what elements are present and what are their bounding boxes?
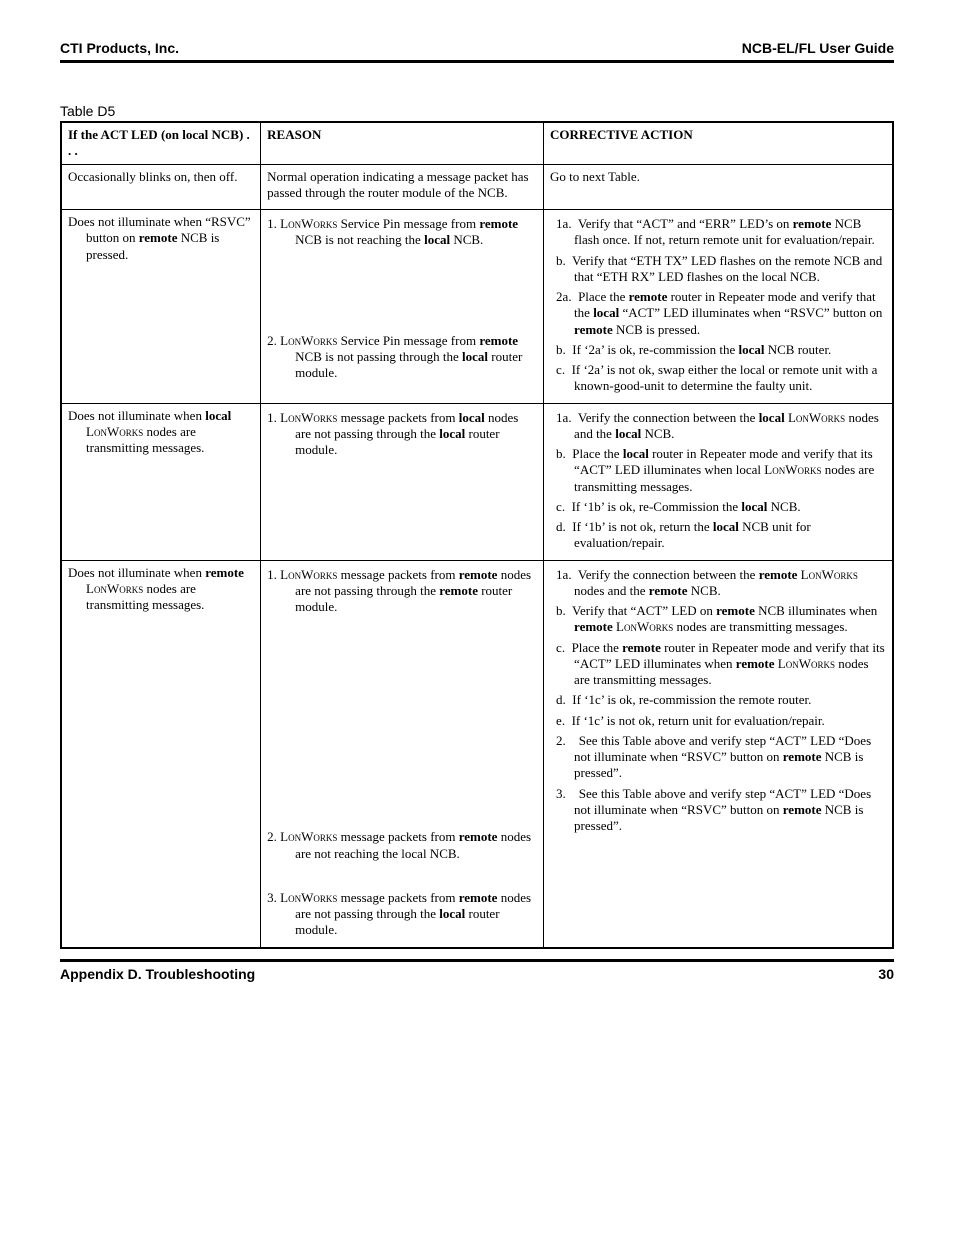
footer-right: 30 xyxy=(878,966,894,982)
table-title: Table D5 xyxy=(60,103,894,119)
cell-text: 2. LonWorks Service Pin message from rem… xyxy=(267,333,537,382)
cell-text: b. Verify that “ETH TX” LED flashes on t… xyxy=(550,253,886,286)
page-footer: Appendix D. Troubleshooting 30 xyxy=(60,959,894,982)
cell-text: 1a. Verify that “ACT” and “ERR” LED’s on… xyxy=(550,216,886,249)
cell-text: 1. LonWorks message packets from remote … xyxy=(267,567,537,616)
table-row: Occasionally blinks on, then off. Normal … xyxy=(61,164,893,210)
table-header-row: If the ACT LED (on local NCB) . . . REAS… xyxy=(61,122,893,164)
troubleshooting-table: If the ACT LED (on local NCB) . . . REAS… xyxy=(60,121,894,949)
table-cell: Occasionally blinks on, then off. xyxy=(61,164,261,210)
page-header: CTI Products, Inc. NCB-EL/FL User Guide xyxy=(60,40,894,63)
cell-text: 2. See this Table above and verify step … xyxy=(550,733,886,782)
table-cell: 1a. Verify that “ACT” and “ERR” LED’s on… xyxy=(544,210,893,404)
cell-text: b. Verify that “ACT” LED on remote NCB i… xyxy=(550,603,886,636)
table-cell: 1a. Verify the connection between the re… xyxy=(544,560,893,948)
cell-text: c. If ‘1b’ is ok, re-Commission the loca… xyxy=(550,499,886,515)
table-cell: Does not illuminate when local LonWorks … xyxy=(61,403,261,560)
cell-text: 3. LonWorks message packets from remote … xyxy=(267,890,537,939)
table-row: Does not illuminate when “RSVC” button o… xyxy=(61,210,893,404)
cell-text: Occasionally blinks on, then off. xyxy=(68,169,254,185)
table-row: Does not illuminate when local LonWorks … xyxy=(61,403,893,560)
table-cell: Does not illuminate when remote LonWorks… xyxy=(61,560,261,948)
table-cell: 1. LonWorks message packets from local n… xyxy=(261,403,544,560)
cell-text: d. If ‘1b’ is not ok, return the local N… xyxy=(550,519,886,552)
table-cell: Go to next Table. xyxy=(544,164,893,210)
cell-text: e. If ‘1c’ is not ok, return unit for ev… xyxy=(550,713,886,729)
cell-text: d. If ‘1c’ is ok, re-commission the remo… xyxy=(550,692,886,708)
cell-text: 1. LonWorks Service Pin message from rem… xyxy=(267,216,537,249)
cell-text: 1a. Verify the connection between the lo… xyxy=(550,410,886,443)
footer-left: Appendix D. Troubleshooting xyxy=(60,966,255,982)
col-header-2: REASON xyxy=(261,122,544,164)
cell-text: Does not illuminate when remote LonWorks… xyxy=(68,565,254,614)
table-row: Does not illuminate when remote LonWorks… xyxy=(61,560,893,948)
cell-text: 1a. Verify the connection between the re… xyxy=(550,567,886,600)
cell-text: 1. LonWorks message packets from local n… xyxy=(267,410,537,459)
cell-text: Normal operation indicating a message pa… xyxy=(267,169,537,202)
table-cell: 1. LonWorks Service Pin message from rem… xyxy=(261,210,544,404)
cell-text: 2a. Place the remote router in Repeater … xyxy=(550,289,886,338)
cell-text: c. If ‘2a’ is not ok, swap either the lo… xyxy=(550,362,886,395)
cell-text: 3. See this Table above and verify step … xyxy=(550,786,886,835)
cell-text: b. If ‘2a’ is ok, re-commission the loca… xyxy=(550,342,886,358)
cell-text: Does not illuminate when “RSVC” button o… xyxy=(68,214,254,263)
col-header-1: If the ACT LED (on local NCB) . . . xyxy=(61,122,261,164)
col-header-3: CORRECTIVE ACTION xyxy=(544,122,893,164)
cell-text: c. Place the remote router in Repeater m… xyxy=(550,640,886,689)
table-cell: Does not illuminate when “RSVC” button o… xyxy=(61,210,261,404)
cell-text: Does not illuminate when local LonWorks … xyxy=(68,408,254,457)
cell-text: 2. LonWorks message packets from remote … xyxy=(267,829,537,862)
header-right: NCB-EL/FL User Guide xyxy=(742,40,894,56)
table-cell: 1. LonWorks message packets from remote … xyxy=(261,560,544,948)
cell-text: Go to next Table. xyxy=(550,169,886,185)
header-left: CTI Products, Inc. xyxy=(60,40,179,56)
cell-text: b. Place the local router in Repeater mo… xyxy=(550,446,886,495)
table-cell: Normal operation indicating a message pa… xyxy=(261,164,544,210)
table-cell: 1a. Verify the connection between the lo… xyxy=(544,403,893,560)
